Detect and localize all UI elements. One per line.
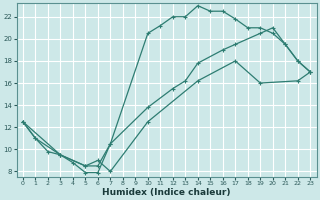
X-axis label: Humidex (Indice chaleur): Humidex (Indice chaleur) xyxy=(102,188,231,197)
